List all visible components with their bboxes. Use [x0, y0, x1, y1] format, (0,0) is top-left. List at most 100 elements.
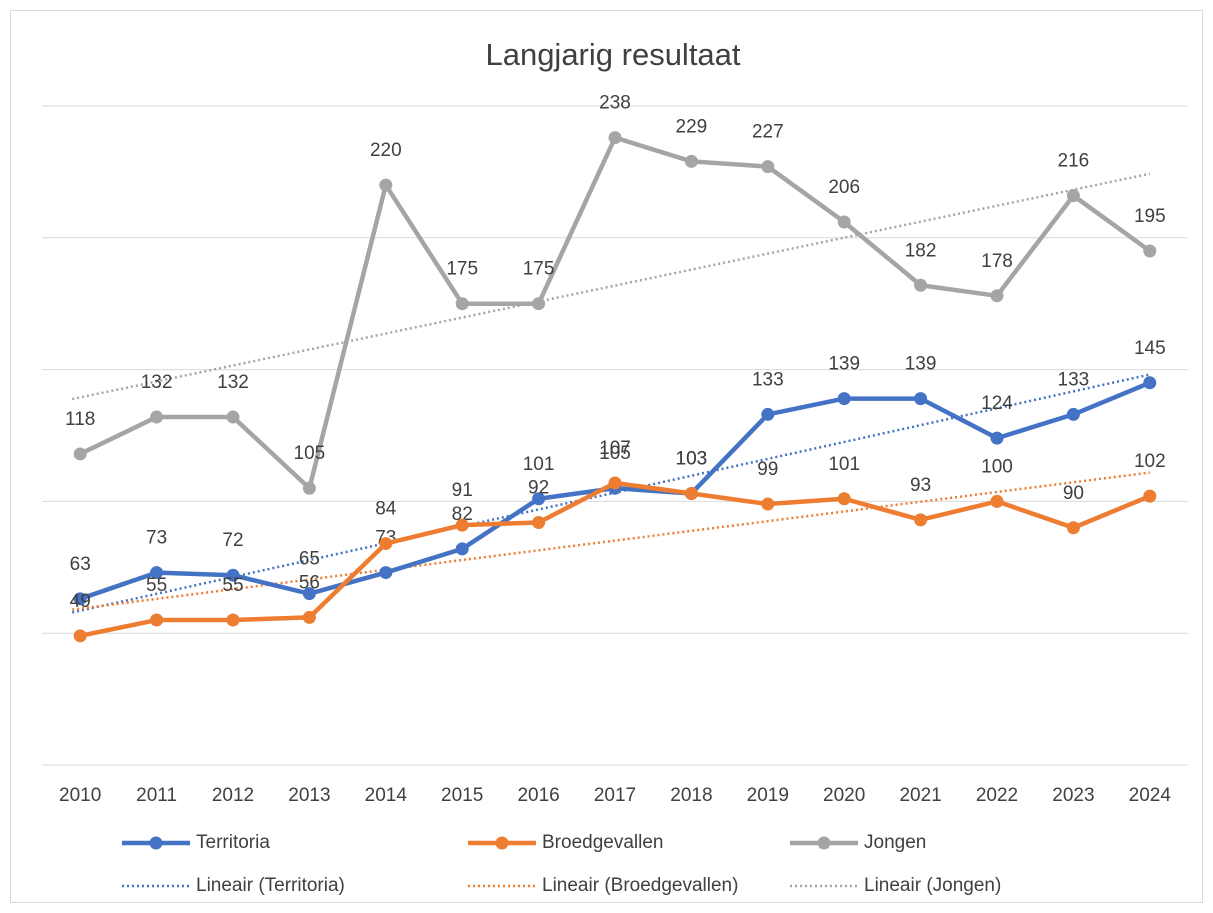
data-point	[302, 610, 316, 624]
data-point	[837, 492, 851, 506]
data-label: 182	[905, 240, 937, 261]
data-point	[761, 407, 775, 421]
data-point	[532, 297, 546, 311]
x-tick-label: 2012	[212, 785, 254, 806]
trend-line	[72, 471, 1150, 611]
data-label: 178	[981, 251, 1013, 272]
x-tick-label: 2011	[136, 785, 177, 806]
data-point	[837, 215, 851, 229]
data-label: 195	[1134, 206, 1166, 227]
x-tick-label: 2013	[288, 785, 330, 806]
data-point	[73, 447, 87, 461]
data-point	[1143, 376, 1157, 390]
legend-label: Broedgevallen	[542, 832, 663, 853]
data-point	[226, 568, 240, 582]
data-point	[837, 392, 851, 406]
data-point	[990, 431, 1004, 445]
data-point	[761, 497, 775, 511]
data-label: 72	[222, 530, 243, 551]
data-label: 132	[217, 372, 249, 393]
data-label: 99	[757, 459, 778, 480]
data-label: 145	[1134, 338, 1166, 359]
data-label: 55	[146, 575, 167, 596]
data-point	[73, 629, 87, 643]
data-label: 133	[752, 369, 784, 390]
data-label: 100	[981, 456, 1013, 477]
x-tick-label: 2020	[823, 785, 865, 806]
legend-marker	[817, 836, 831, 850]
data-label: 105	[294, 443, 326, 464]
data-label: 92	[528, 478, 549, 499]
data-point	[914, 392, 928, 406]
data-label: 56	[299, 572, 320, 593]
data-point	[684, 154, 698, 168]
data-label: 124	[981, 393, 1013, 414]
data-point	[608, 476, 622, 490]
data-point	[150, 566, 164, 580]
x-tick-label: 2023	[1052, 785, 1094, 806]
data-label: 107	[599, 438, 631, 459]
x-tick-label: 2021	[899, 785, 941, 806]
legend-label: Jongen	[864, 832, 926, 853]
data-label: 227	[752, 122, 784, 143]
data-point	[684, 486, 698, 500]
data-label: 132	[141, 372, 173, 393]
data-label: 118	[65, 409, 95, 430]
data-label: 84	[375, 499, 397, 520]
legend-label: Territoria	[196, 832, 270, 853]
data-label: 206	[828, 177, 860, 198]
data-point	[1066, 521, 1080, 535]
legend-label: Lineair (Broedgevallen)	[542, 875, 738, 896]
x-tick-label: 2024	[1129, 785, 1172, 806]
data-point	[302, 587, 316, 601]
data-label: 220	[370, 140, 402, 161]
data-point	[532, 515, 546, 529]
data-point	[455, 518, 469, 532]
data-label: 82	[452, 504, 473, 525]
data-point	[73, 592, 87, 606]
data-label: 139	[828, 354, 860, 375]
data-point	[990, 289, 1004, 303]
x-tick-label: 2019	[747, 785, 789, 806]
data-label: 216	[1058, 151, 1090, 172]
data-label: 101	[828, 454, 860, 475]
data-label: 139	[905, 354, 937, 375]
data-point	[455, 542, 469, 556]
data-point	[1066, 189, 1080, 203]
x-tick-label: 2018	[670, 785, 712, 806]
data-label: 103	[676, 449, 708, 470]
x-tick-label: 2014	[365, 785, 408, 806]
data-label: 175	[446, 259, 478, 280]
data-label: 49	[70, 591, 91, 612]
data-label: 105	[599, 443, 631, 464]
data-point	[1143, 244, 1157, 258]
data-point	[914, 513, 928, 527]
data-point	[226, 613, 240, 627]
trend-line	[71, 172, 1151, 401]
data-point	[532, 492, 546, 506]
data-label: 55	[222, 575, 243, 596]
data-label: 73	[146, 528, 167, 549]
data-point	[455, 297, 469, 311]
data-point	[150, 613, 164, 627]
data-label: 63	[70, 554, 91, 575]
data-point	[608, 131, 622, 145]
data-label: 103	[676, 449, 708, 470]
data-point	[379, 537, 393, 551]
data-label: 229	[676, 116, 708, 137]
data-point	[302, 481, 316, 495]
data-point	[1066, 407, 1080, 421]
chart-title: Langjarig resultaat	[485, 37, 740, 72]
data-point	[379, 566, 393, 580]
data-point	[761, 160, 775, 174]
data-label: 133	[1058, 369, 1090, 390]
data-point	[1143, 489, 1157, 503]
data-label: 65	[299, 549, 320, 570]
data-label: 102	[1134, 451, 1166, 472]
x-tick-label: 2016	[517, 785, 559, 806]
data-point	[226, 410, 240, 424]
x-tick-label: 2022	[976, 785, 1018, 806]
data-label: 93	[910, 475, 931, 496]
data-label: 175	[523, 259, 555, 280]
